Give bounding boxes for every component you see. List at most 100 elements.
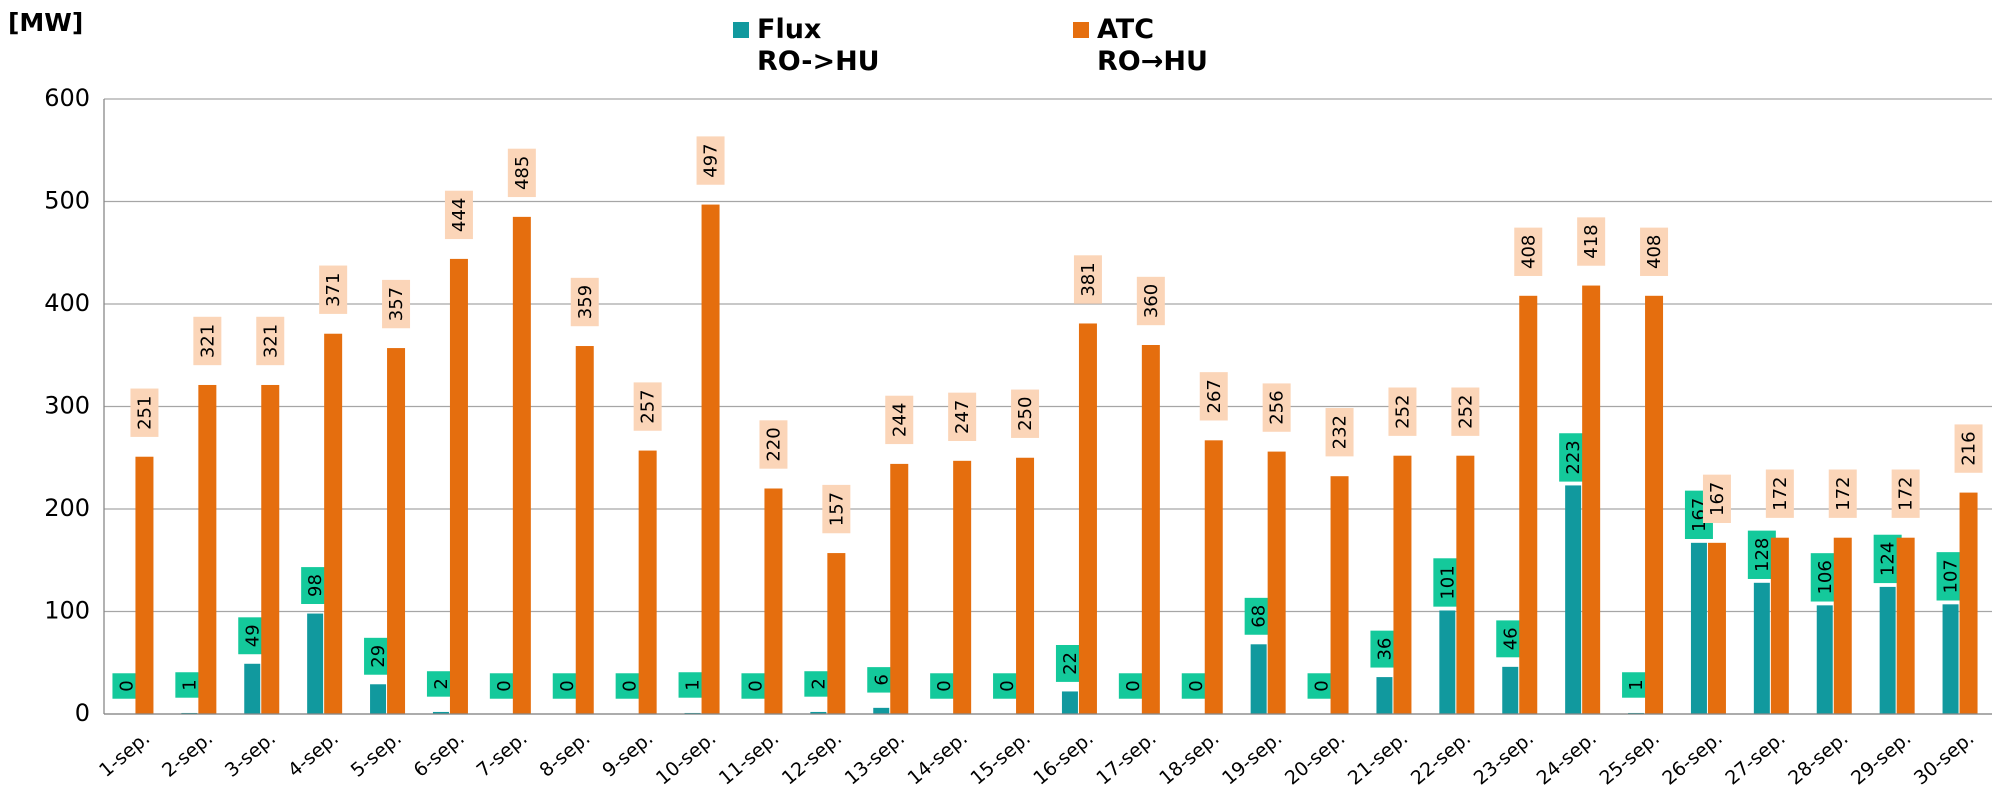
- value-label: 0: [1123, 680, 1144, 691]
- value-label: 0: [116, 680, 137, 691]
- value-label-group: 256: [1262, 383, 1291, 432]
- x-tick-label: 14-sep.: [904, 727, 972, 789]
- x-tick-label: 15-sep.: [966, 727, 1034, 789]
- bar: [198, 384, 217, 714]
- value-label: 232: [1330, 415, 1351, 449]
- value-label-box: [1370, 630, 1399, 668]
- value-label-group: 172: [1828, 469, 1857, 518]
- value-label-box: [1451, 387, 1480, 436]
- legend-swatch: [1073, 22, 1089, 38]
- value-label: 257: [638, 389, 659, 423]
- y-axis-label: [MW]: [8, 8, 84, 37]
- y-tick-label: 200: [44, 494, 90, 522]
- value-label-box: [1136, 276, 1165, 326]
- value-label-box: [1011, 389, 1040, 438]
- value-label-group: 1: [678, 672, 707, 698]
- value-label-group: 267: [1199, 372, 1228, 421]
- value-label-box: [1262, 383, 1291, 432]
- value-label-group: 220: [759, 420, 788, 469]
- value-label-box: [444, 190, 473, 240]
- value-label-box: [1954, 424, 1983, 473]
- value-label-box: [1810, 553, 1839, 602]
- value-label: 128: [1752, 538, 1773, 572]
- value-label-group: 157: [822, 484, 851, 534]
- bar: [638, 450, 657, 714]
- bar: [1502, 666, 1519, 714]
- bar: [827, 553, 846, 714]
- bar: [1879, 586, 1896, 714]
- value-label-box: [633, 382, 662, 431]
- value-label: 2: [808, 678, 829, 689]
- value-label-group: 2: [804, 671, 833, 697]
- value-label-group: 250: [1011, 389, 1040, 438]
- value-label-box: [678, 672, 707, 698]
- bar: [890, 463, 909, 714]
- value-label: 22: [1060, 652, 1081, 675]
- value-label-group: 0: [552, 673, 581, 699]
- value-label: 0: [557, 680, 578, 691]
- value-label-group: 1: [1622, 672, 1651, 698]
- bar: [1204, 440, 1223, 714]
- value-label: 6: [871, 674, 892, 685]
- value-label-group: 244: [885, 395, 914, 445]
- value-label-box: [1873, 534, 1902, 584]
- value-label: 49: [242, 624, 263, 647]
- bar: [1456, 455, 1475, 714]
- value-label-box: [1891, 469, 1920, 518]
- value-label: 1: [1626, 679, 1647, 690]
- x-tick-label: 24-sep.: [1533, 727, 1601, 789]
- value-label-group: 172: [1765, 469, 1794, 518]
- value-label-box: [130, 388, 159, 437]
- bar: [1393, 455, 1412, 714]
- value-label: 68: [1249, 605, 1270, 628]
- value-label-group: 381: [1073, 255, 1102, 304]
- bar: [1896, 537, 1915, 714]
- value-label: 29: [368, 645, 389, 668]
- value-label: 359: [575, 285, 596, 319]
- value-label-group: 251: [130, 388, 159, 437]
- value-label-group: 0: [1307, 673, 1336, 699]
- value-label-box: [885, 395, 914, 445]
- value-label: 497: [701, 143, 722, 177]
- bar: [1816, 605, 1833, 714]
- x-tick-label: 9-sep.: [598, 727, 657, 782]
- value-label-box: [804, 671, 833, 697]
- value-label-group: 418: [1577, 217, 1606, 266]
- value-label-group: 252: [1451, 387, 1480, 436]
- bar: [1141, 345, 1160, 714]
- x-tick-label: 13-sep.: [841, 727, 909, 789]
- y-tick-label: 0: [75, 699, 90, 727]
- value-label-group: 223: [1559, 433, 1588, 482]
- value-label-group: 497: [696, 136, 725, 185]
- bar: [512, 216, 531, 714]
- value-label-group: 359: [570, 277, 599, 327]
- x-tick-label: 5-sep.: [347, 727, 406, 782]
- bar: [324, 333, 343, 714]
- bar: [387, 348, 406, 714]
- value-label-group: 0: [112, 673, 141, 699]
- value-label-group: 49: [238, 617, 267, 655]
- bar: [1439, 610, 1456, 714]
- bar: [873, 707, 890, 714]
- value-label-group: 0: [993, 673, 1022, 699]
- value-label-box: [1514, 227, 1543, 276]
- bar: [1833, 537, 1852, 714]
- x-tick-label: 27-sep.: [1721, 727, 1789, 789]
- value-label-group: 172: [1891, 469, 1920, 518]
- value-label: 267: [1204, 379, 1225, 413]
- legend-swatch: [733, 22, 749, 38]
- value-label: 0: [1312, 680, 1333, 691]
- value-label-box: [319, 265, 348, 314]
- value-label: 0: [494, 680, 515, 691]
- value-label-box: [1622, 672, 1651, 698]
- value-label-group: 101: [1433, 558, 1462, 607]
- bar: [1707, 542, 1726, 714]
- value-label-box: [507, 148, 536, 198]
- value-label: 36: [1374, 638, 1395, 661]
- x-tick-label: 30-sep.: [1910, 727, 1978, 789]
- bar: [1959, 492, 1978, 714]
- value-label-group: 128: [1747, 530, 1776, 579]
- value-label-group: 0: [930, 673, 959, 699]
- x-tick-label: 22-sep.: [1407, 727, 1475, 789]
- value-label-box: [1055, 644, 1084, 682]
